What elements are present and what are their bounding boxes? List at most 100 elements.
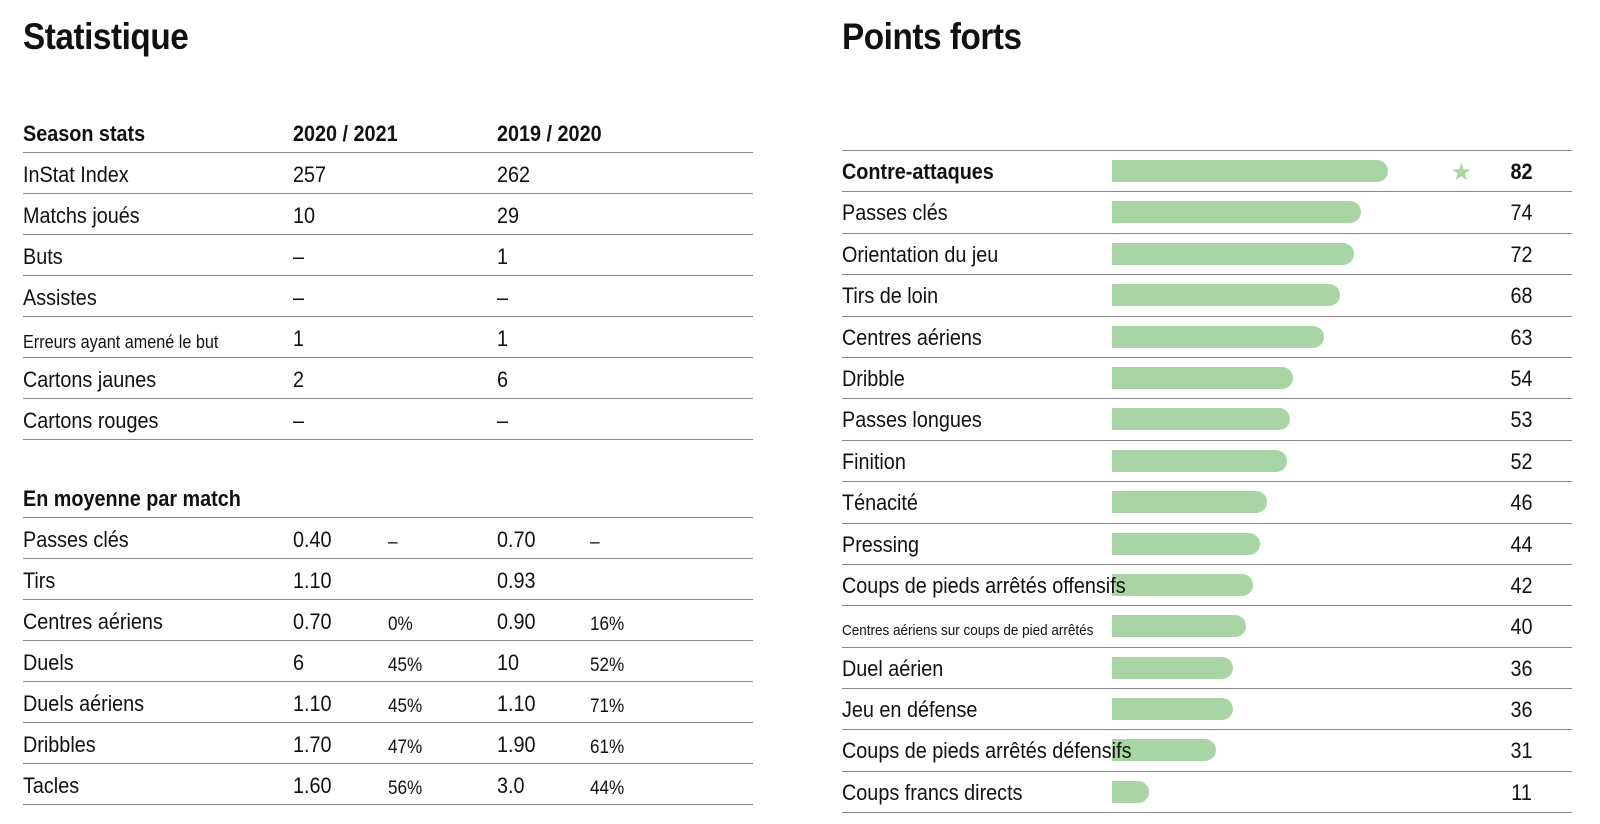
average-value-2019: 10 <box>497 650 520 675</box>
strength-bar <box>1112 739 1216 762</box>
statistics-heading: Statistique <box>23 16 189 57</box>
strength-row: Jeu en défense 36 <box>842 689 1572 731</box>
average-stat-row: Tacles 1.60 56% 3.0 44% <box>23 764 753 805</box>
average-label: Tacles <box>23 773 80 798</box>
strength-label: Finition <box>842 448 906 474</box>
stat-label: Assistes <box>23 285 97 310</box>
average-percent-2019: 52% <box>590 655 625 676</box>
average-value-2020: 1.10 <box>293 568 332 593</box>
strength-label: Coups de pieds arrêtés défensifs <box>842 738 1132 764</box>
average-value-2020: 1.70 <box>293 732 332 757</box>
average-value-2019: 1.90 <box>497 732 536 757</box>
strength-bar <box>1112 325 1324 348</box>
strength-value: 63 <box>1509 324 1532 350</box>
stat-value-2019: 262 <box>497 162 531 187</box>
average-value-2020: 6 <box>293 650 305 675</box>
average-value-2020: 1.10 <box>293 691 332 716</box>
average-stat-row: Tirs 1.10 0.93 <box>23 559 753 600</box>
stat-value-2019: 6 <box>497 367 509 392</box>
strength-bar <box>1112 698 1233 721</box>
season-stat-row: Cartons jaunes 2 6 <box>23 358 753 399</box>
average-percent-2020: 47% <box>388 737 423 758</box>
strength-bar <box>1112 656 1233 679</box>
strength-label: Centres aériens sur coups de pied arrêté… <box>842 622 1094 640</box>
average-percent-2019: 61% <box>590 737 625 758</box>
strength-bar <box>1112 573 1253 596</box>
stat-value-2019: 29 <box>497 203 520 228</box>
average-stat-row: Dribbles 1.70 47% 1.90 61% <box>23 723 753 764</box>
average-percent-2019: 71% <box>590 696 625 717</box>
strength-row: Tirs de loin 68 <box>842 275 1572 317</box>
strength-bar <box>1112 780 1149 803</box>
season-stats-header: Season stats <box>23 121 146 146</box>
average-per-match-table: En moyenne par match Passes clés 0.40 – 0.7… <box>23 477 753 805</box>
average-value-2019: 3.0 <box>497 773 525 798</box>
strength-bar <box>1112 532 1260 555</box>
strength-label: Ténacité <box>842 490 918 516</box>
average-value-2020: 1.60 <box>293 773 332 798</box>
average-value-2020: 0.40 <box>293 527 332 552</box>
strength-bar <box>1112 242 1354 265</box>
strength-bar <box>1112 615 1246 638</box>
average-percent-2020: 0% <box>388 614 413 635</box>
strength-row: Coups de pieds arrêtés défensifs 31 <box>842 730 1572 772</box>
stat-value-2019: – <box>497 408 509 433</box>
average-label: Dribbles <box>23 732 96 757</box>
stat-value-2019: 1 <box>497 244 509 269</box>
season-stats-header-row: Season stats 2020 / 2021 2019 / 2020 <box>23 112 753 153</box>
strength-value: 53 <box>1509 407 1532 433</box>
season-stat-row: Cartons rouges – – <box>23 399 753 440</box>
season-2020-header: 2020 / 2021 <box>293 121 398 146</box>
stat-value-2019: 1 <box>497 326 509 351</box>
season-stat-row: Erreurs ayant amené le but 1 1 <box>23 317 753 358</box>
strength-bar <box>1112 366 1293 389</box>
season-stat-row: Matchs joués 10 29 <box>23 194 753 235</box>
stat-label: Erreurs ayant amené le but <box>23 332 219 352</box>
strength-row: Finition 52 <box>842 441 1572 483</box>
stat-label: InStat Index <box>23 162 129 187</box>
average-percent-2020: – <box>388 532 398 553</box>
strength-row: Duel aérien 36 <box>842 648 1572 690</box>
average-stat-row: Duels aériens 1.10 45% 1.10 71% <box>23 682 753 723</box>
strength-row: Contre-attaques 82 ★ <box>842 151 1572 193</box>
strength-label: Pressing <box>842 531 920 557</box>
season-stat-row: Assistes – – <box>23 276 753 317</box>
strength-value: 82 <box>1509 159 1532 184</box>
average-value-2019: 0.90 <box>497 609 536 634</box>
average-stat-row: Centres aériens 0.70 0% 0.90 16% <box>23 600 753 641</box>
season-stat-row: Buts – 1 <box>23 235 753 276</box>
strength-row: Passes longues 53 <box>842 399 1572 441</box>
average-stat-row: Duels 6 45% 10 52% <box>23 641 753 682</box>
strength-label: Contre-attaques <box>842 159 994 184</box>
season-stat-row: InStat Index 257 262 <box>23 153 753 194</box>
average-value-2019: 0.93 <box>497 568 536 593</box>
strength-row: Coups francs directs 11 <box>842 772 1572 814</box>
stat-value-2020: – <box>293 285 305 310</box>
strength-label: Tirs de loin <box>842 283 939 309</box>
strength-row: Passes clés 74 <box>842 192 1572 234</box>
average-value-2019: 1.10 <box>497 691 536 716</box>
season-2019-header: 2019 / 2020 <box>497 121 602 146</box>
stat-value-2020: 1 <box>293 326 305 351</box>
strength-bar <box>1112 201 1361 224</box>
strength-label: Jeu en défense <box>842 697 978 723</box>
strength-value: 54 <box>1509 365 1532 391</box>
strength-row: Coups de pieds arrêtés offensifs 42 <box>842 565 1572 607</box>
stat-value-2020: 257 <box>293 162 327 187</box>
strengths-heading: Points forts <box>842 16 1022 57</box>
average-percent-2019: 16% <box>590 614 625 635</box>
average-percent-2019: – <box>590 532 600 553</box>
strength-value: 74 <box>1509 200 1532 226</box>
average-percent-2020: 56% <box>388 778 423 799</box>
stat-value-2020: 2 <box>293 367 305 392</box>
stat-label: Matchs joués <box>23 203 140 228</box>
average-label: Passes clés <box>23 527 129 552</box>
strength-value: 72 <box>1509 241 1532 267</box>
season-stats-table: Season stats 2020 / 2021 2019 / 2020 InS… <box>23 112 753 440</box>
stat-label: Cartons rouges <box>23 408 159 433</box>
strength-row: Centres aériens sur coups de pied arrêté… <box>842 606 1572 648</box>
average-label: Centres aériens <box>23 609 163 634</box>
average-percent-2020: 45% <box>388 655 423 676</box>
strength-label: Coups de pieds arrêtés offensifs <box>842 572 1126 598</box>
average-header: En moyenne par match <box>23 486 241 511</box>
